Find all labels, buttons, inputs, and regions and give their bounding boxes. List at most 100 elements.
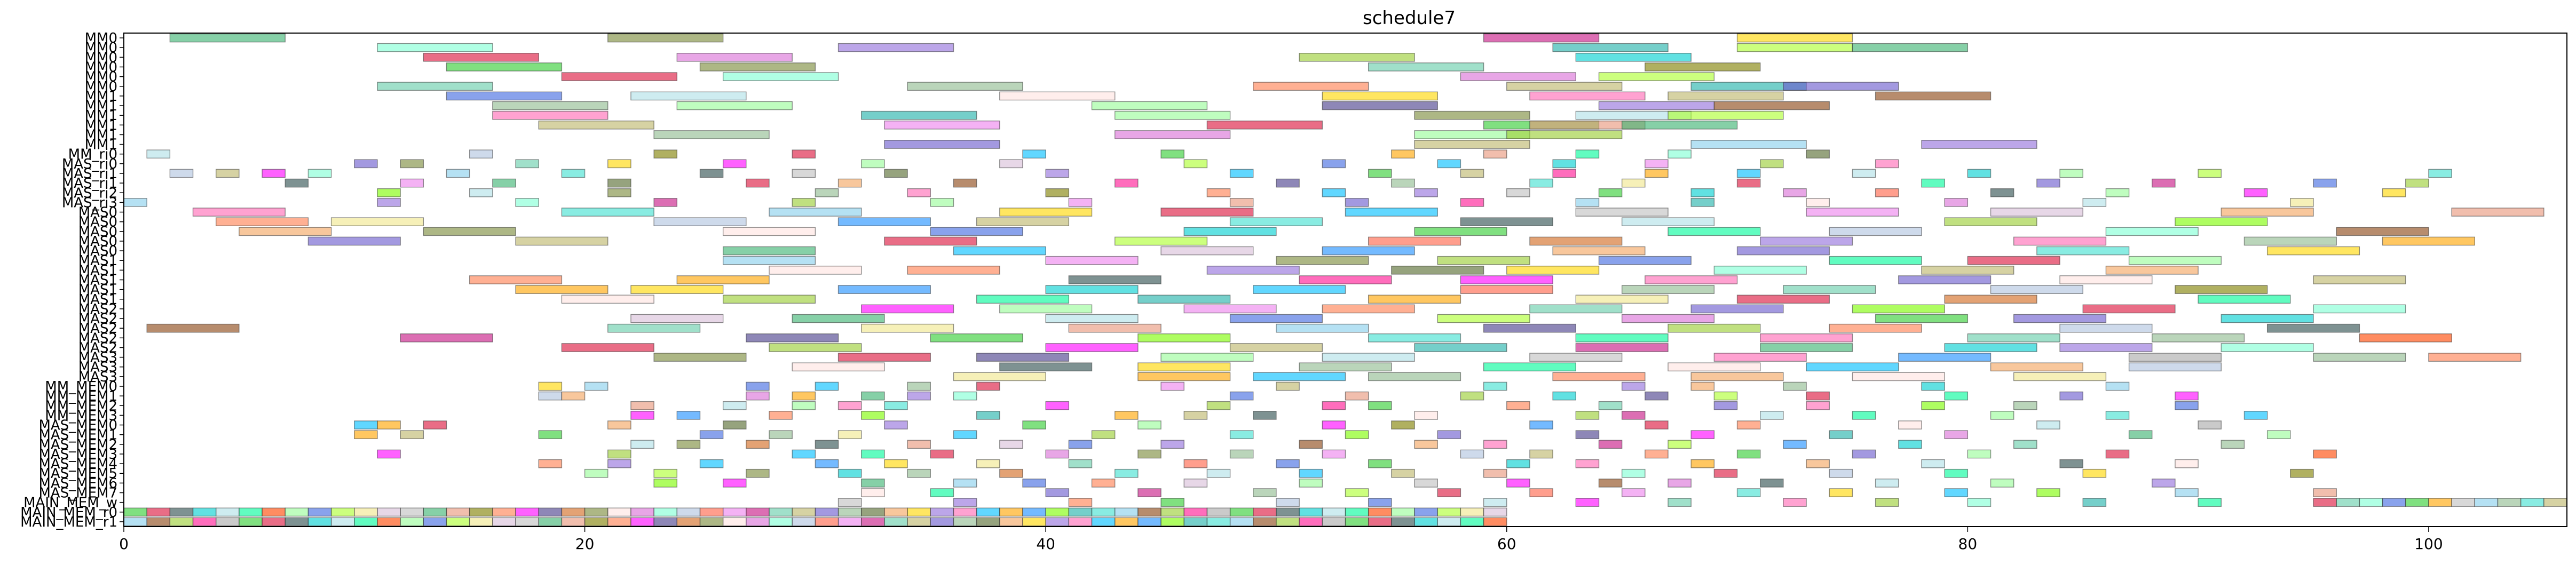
task-bar bbox=[2336, 498, 2360, 507]
task-bar bbox=[1552, 391, 1576, 401]
task-bar bbox=[837, 43, 954, 52]
task-bar bbox=[307, 507, 332, 517]
task-bar bbox=[930, 198, 954, 207]
task-bar bbox=[1368, 372, 1461, 381]
task-bar bbox=[884, 120, 1000, 130]
task-bar bbox=[1137, 333, 1231, 343]
task-bar bbox=[2059, 323, 2153, 333]
task-bar bbox=[1736, 488, 1761, 497]
task-bar bbox=[769, 266, 862, 275]
y-tick-label: MM1 bbox=[85, 98, 117, 114]
task-bar bbox=[861, 159, 885, 169]
task-bar bbox=[1668, 498, 1692, 507]
task-bar bbox=[146, 149, 171, 159]
chart-title: schedule7 bbox=[1363, 7, 1456, 29]
task-bar bbox=[676, 440, 701, 449]
task-bar bbox=[2128, 430, 2153, 440]
task-bar bbox=[2175, 401, 2199, 410]
task-bar bbox=[630, 91, 747, 101]
task-bar bbox=[1299, 468, 1323, 478]
task-bar bbox=[2059, 169, 2083, 178]
task-bar bbox=[1115, 178, 1139, 188]
task-bar bbox=[630, 411, 654, 420]
task-bar bbox=[1068, 198, 1093, 207]
task-bar bbox=[1990, 362, 2083, 372]
task-bar bbox=[1483, 362, 1576, 372]
task-bar bbox=[884, 169, 908, 178]
task-bar bbox=[1299, 517, 1323, 527]
task-bar bbox=[2059, 391, 2083, 401]
task-bar bbox=[1391, 507, 1415, 517]
task-bar bbox=[561, 208, 654, 217]
task-bar bbox=[1506, 401, 1530, 410]
y-tick-label: MAS3 bbox=[78, 369, 117, 385]
task-bar bbox=[815, 188, 839, 197]
task-bar bbox=[2013, 314, 2107, 323]
task-bar bbox=[1621, 217, 1715, 226]
task-bar bbox=[1668, 362, 1761, 372]
task-bar bbox=[1045, 188, 1070, 197]
task-bar bbox=[423, 227, 516, 236]
task-bar bbox=[1575, 53, 1692, 62]
task-bar bbox=[1760, 159, 1784, 169]
task-bar bbox=[285, 507, 309, 517]
task-bar bbox=[1967, 169, 1992, 178]
task-bar bbox=[1944, 217, 2037, 226]
task-bar bbox=[1460, 217, 1553, 226]
task-bar bbox=[1206, 517, 1231, 527]
task-bar bbox=[953, 178, 977, 188]
task-bar bbox=[1806, 401, 1830, 410]
task-bar bbox=[1852, 169, 1876, 178]
task-bar bbox=[1921, 459, 1945, 468]
task-bar bbox=[2382, 498, 2406, 507]
task-bar bbox=[930, 488, 954, 497]
task-bar bbox=[1690, 430, 1715, 440]
task-bar bbox=[354, 420, 378, 429]
task-bar bbox=[538, 459, 563, 468]
task-bar bbox=[1414, 188, 1438, 197]
task-bar bbox=[884, 140, 1000, 149]
task-bar bbox=[837, 430, 862, 440]
task-bar bbox=[1322, 188, 1346, 197]
task-bar bbox=[1621, 381, 1646, 391]
task-bar bbox=[1736, 33, 1853, 43]
task-bar bbox=[861, 323, 954, 333]
task-bar bbox=[1160, 517, 1184, 527]
task-bar bbox=[722, 246, 816, 256]
task-bar bbox=[1391, 266, 1484, 275]
x-tick-label: 0 bbox=[119, 535, 129, 553]
task-bar bbox=[1045, 488, 1070, 497]
task-bar bbox=[676, 275, 770, 284]
task-bar bbox=[239, 507, 263, 517]
task-bar bbox=[1944, 468, 1969, 478]
task-bar bbox=[837, 285, 931, 294]
task-bar bbox=[1045, 507, 1070, 517]
task-bar bbox=[123, 517, 147, 527]
task-bar bbox=[1437, 488, 1461, 497]
task-bar bbox=[1621, 468, 1646, 478]
task-bar bbox=[1506, 479, 1530, 488]
task-bar bbox=[1253, 507, 1277, 517]
task-bar bbox=[1276, 381, 1300, 391]
task-bar bbox=[1736, 169, 1761, 178]
task-bar bbox=[630, 285, 724, 294]
y-tick-label: MAS_ri3 bbox=[62, 195, 117, 211]
task-bar bbox=[2013, 372, 2107, 381]
task-bar bbox=[1460, 391, 1484, 401]
task-bar bbox=[999, 208, 1093, 217]
task-bar bbox=[515, 198, 539, 207]
task-bar bbox=[2082, 468, 2107, 478]
task-bar bbox=[769, 343, 862, 352]
task-bar bbox=[630, 517, 654, 527]
task-bar bbox=[861, 488, 885, 497]
y-tick-label: MM0 bbox=[85, 50, 117, 66]
task-bar bbox=[1621, 120, 1738, 130]
task-bar bbox=[216, 169, 240, 178]
task-bar bbox=[1783, 188, 1807, 197]
task-bar bbox=[1206, 266, 1300, 275]
task-bar bbox=[2152, 479, 2176, 488]
task-bar bbox=[515, 159, 539, 169]
task-bar bbox=[1483, 517, 1507, 527]
task-bar bbox=[1322, 449, 1346, 459]
task-bar bbox=[1160, 507, 1184, 517]
